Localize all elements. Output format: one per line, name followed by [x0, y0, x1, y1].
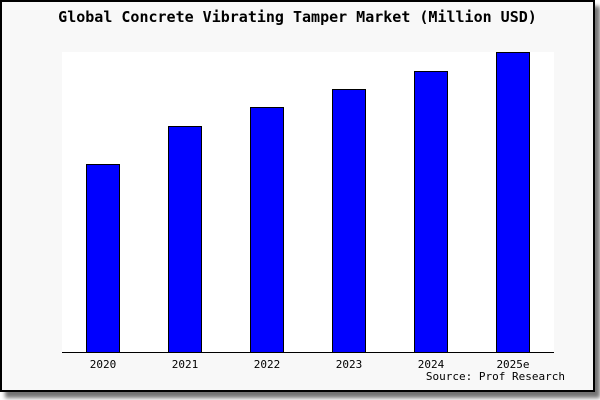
chart-panel: Global Concrete Vibrating Tamper Market … [0, 0, 595, 392]
bar-2020 [86, 163, 120, 352]
bar-slot-2025e [472, 52, 554, 352]
bar-slot-2020 [62, 52, 144, 352]
chart-title: Global Concrete Vibrating Tamper Market … [58, 8, 537, 26]
plot-area [62, 52, 554, 353]
bar-slot-2024 [390, 52, 472, 352]
bar-slot-2021 [144, 52, 226, 352]
bars-container [62, 52, 554, 352]
bar-2021 [168, 125, 202, 352]
bar-slot-2022 [226, 52, 308, 352]
x-tick-2023: 2023 [335, 358, 363, 371]
bar-2024 [414, 71, 448, 352]
bar-2023 [332, 88, 366, 352]
bar-2025e [496, 52, 530, 352]
x-tick-2020: 2020 [89, 358, 117, 371]
x-tick-2024: 2024 [417, 358, 445, 371]
bar-2022 [250, 106, 284, 352]
source-text: Source: Prof Research [425, 370, 565, 383]
x-tick-2021: 2021 [171, 358, 199, 371]
x-tick-2022: 2022 [253, 358, 281, 371]
x-tick-2025e: 2025e [496, 358, 530, 371]
x-axis-labels: 2020 2021 2022 2023 2024 2025e [62, 358, 554, 371]
bar-slot-2023 [308, 52, 390, 352]
